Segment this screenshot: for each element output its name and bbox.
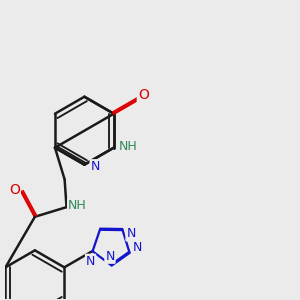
- Text: N: N: [86, 255, 95, 268]
- Text: NH: NH: [119, 140, 138, 153]
- Text: O: O: [138, 88, 149, 102]
- Text: N: N: [133, 242, 142, 254]
- Text: N: N: [105, 250, 115, 263]
- Text: NH: NH: [68, 199, 87, 212]
- Text: O: O: [9, 183, 20, 197]
- Text: N: N: [91, 160, 100, 173]
- Text: N: N: [126, 227, 136, 241]
